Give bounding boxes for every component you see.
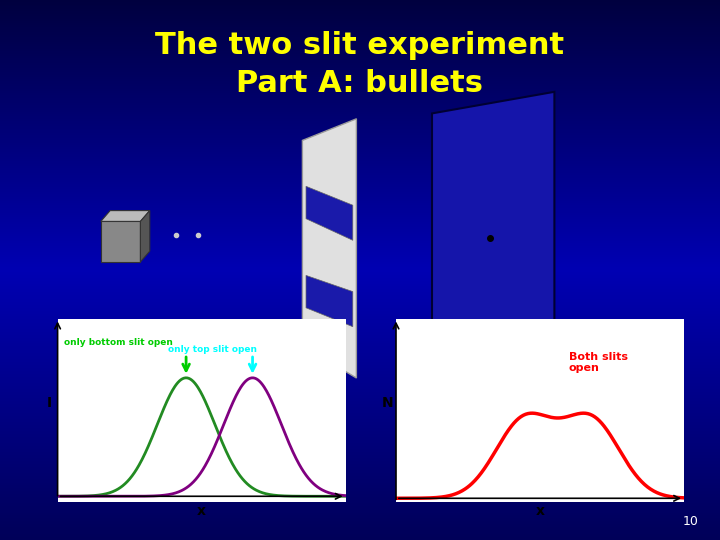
- X-axis label: x: x: [536, 504, 544, 517]
- Polygon shape: [101, 211, 150, 221]
- Polygon shape: [432, 92, 554, 416]
- Polygon shape: [140, 211, 150, 262]
- X-axis label: x: x: [197, 504, 206, 517]
- Polygon shape: [302, 119, 356, 378]
- Polygon shape: [306, 275, 353, 327]
- Text: 10: 10: [683, 515, 698, 528]
- Polygon shape: [306, 186, 353, 240]
- Y-axis label: I: I: [47, 396, 52, 410]
- Text: Part A: bullets: Part A: bullets: [236, 69, 484, 98]
- Text: only top slit open: only top slit open: [168, 345, 257, 354]
- Y-axis label: N: N: [382, 396, 393, 410]
- Text: Both slits
open: Both slits open: [569, 352, 628, 373]
- Polygon shape: [101, 221, 140, 262]
- Text: only bottom slit open: only bottom slit open: [64, 338, 173, 347]
- Text: The two slit experiment: The two slit experiment: [156, 31, 564, 60]
